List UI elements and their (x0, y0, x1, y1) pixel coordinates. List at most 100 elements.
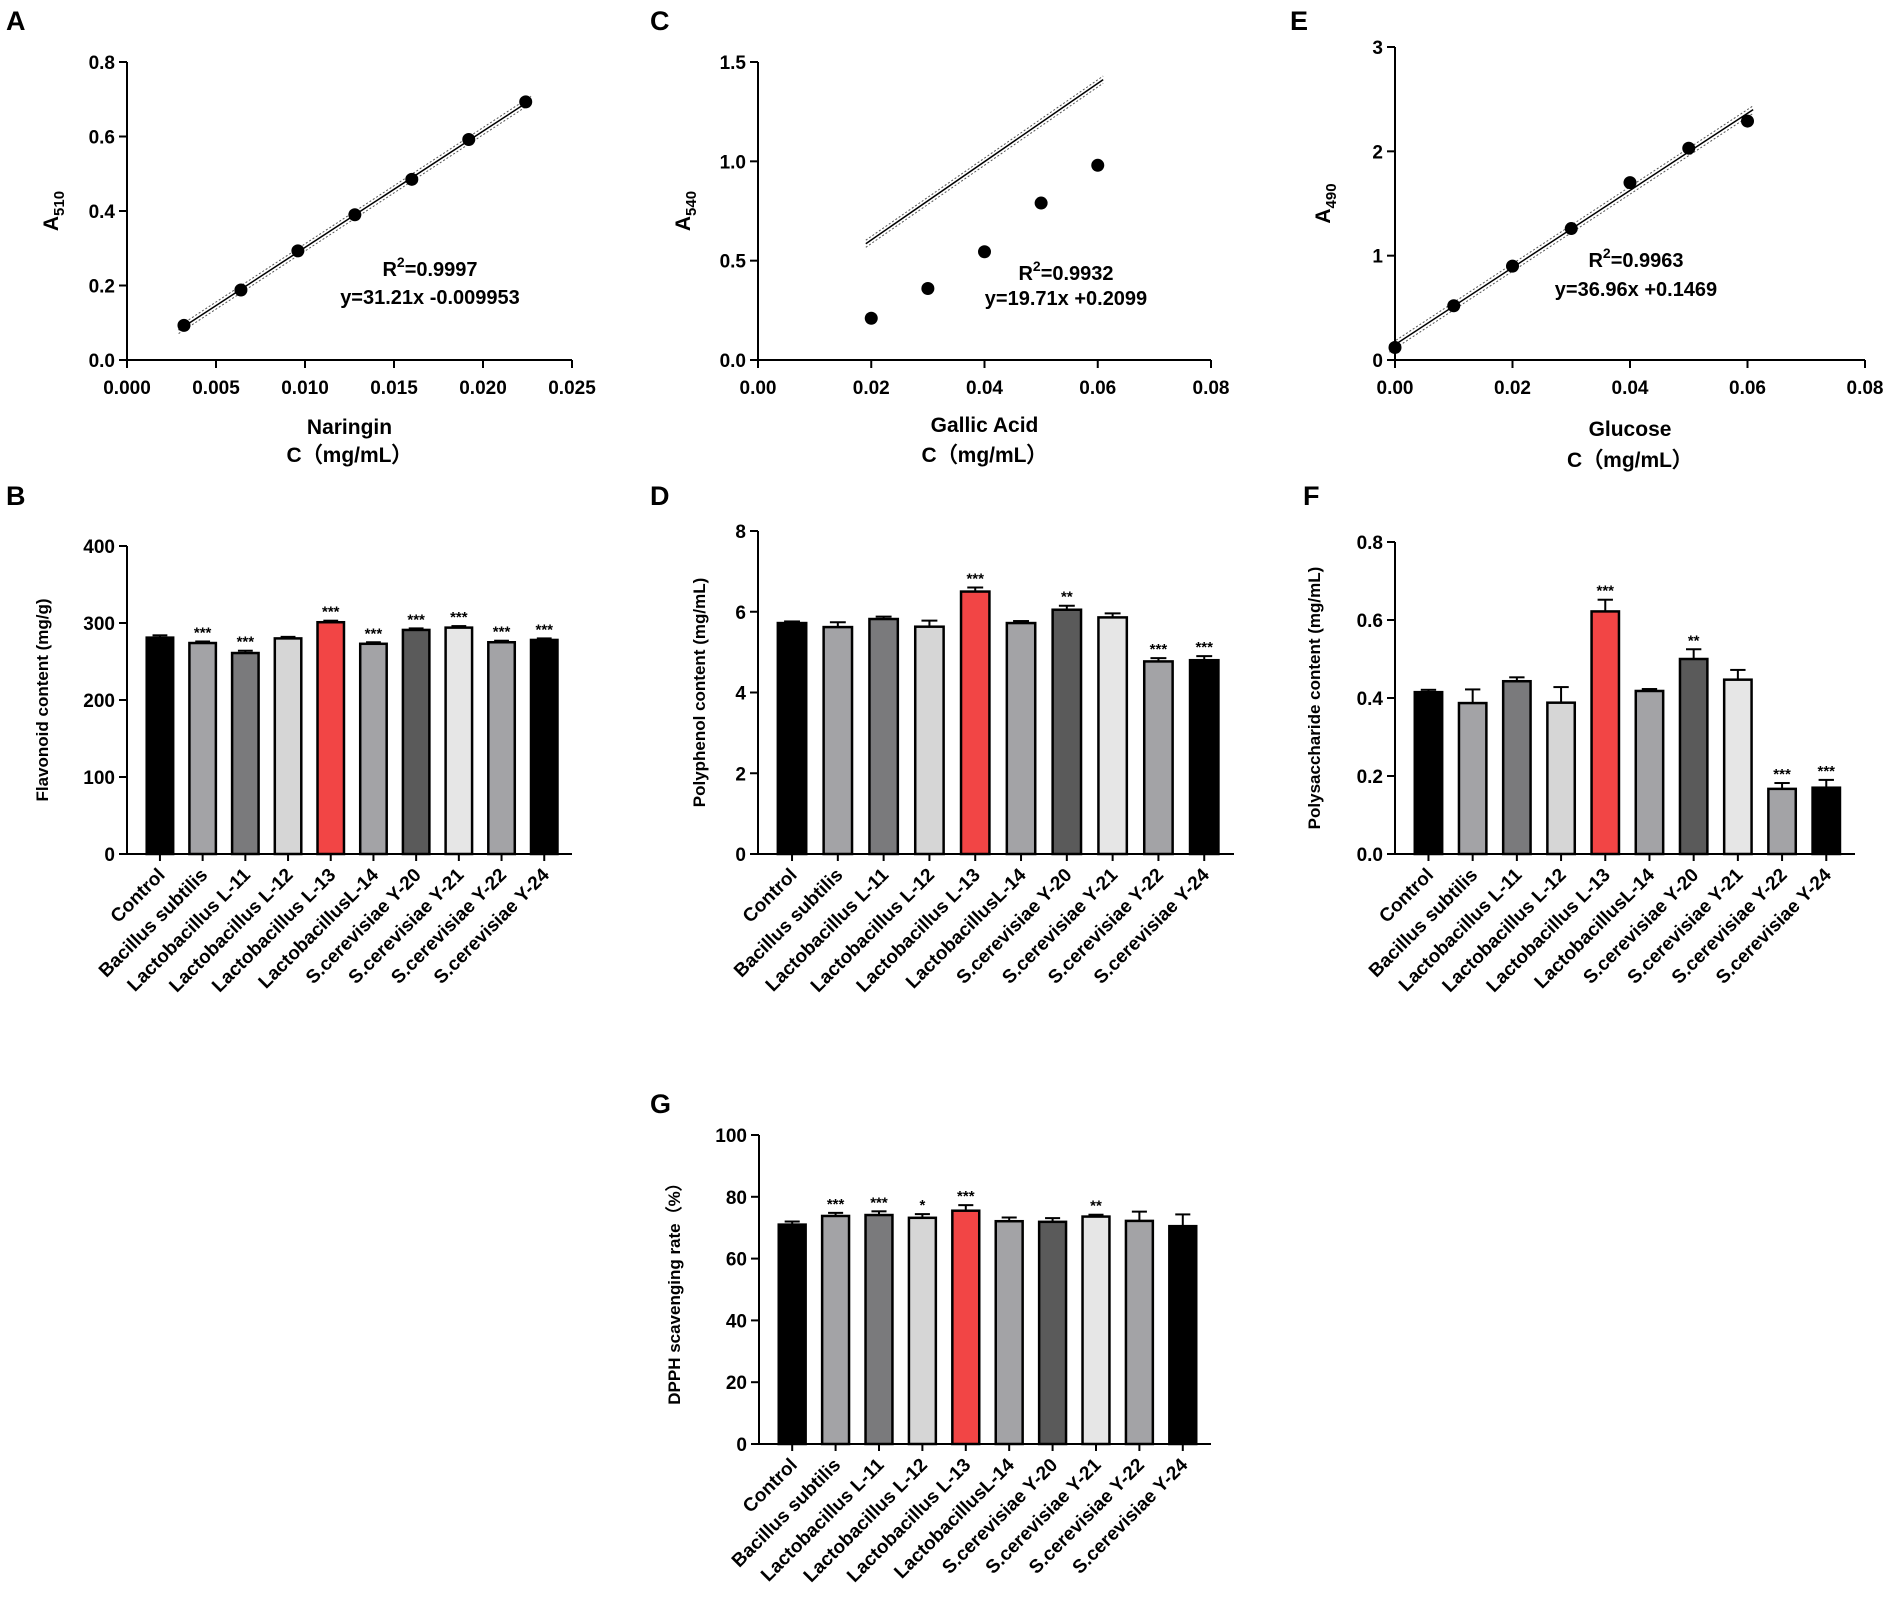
y-tick-label: 200 (83, 691, 115, 712)
y-tick-label: 4 (735, 684, 746, 705)
significance-label: *** (407, 611, 425, 628)
bar (529, 638, 559, 856)
r-squared-value: =0.9997 (405, 259, 478, 281)
y-axis-title-subscript: 490 (1323, 183, 1340, 208)
data-point (348, 208, 362, 222)
bar (1546, 701, 1577, 856)
panel-E: E 0 1 2 3 0.00 0.02 0.04 0.06 0.08 A490 Glucose C（mg… (1290, 6, 1883, 472)
bar (1142, 660, 1174, 856)
r-squared-label: R2=0.9997 (382, 254, 477, 281)
y-tick-label: 0.6 (1357, 611, 1383, 632)
bar (951, 1209, 981, 1446)
y-tick-label: 0.8 (89, 53, 115, 74)
significance-label: ** (1090, 1198, 1102, 1215)
data-point (177, 318, 191, 332)
regression-equation: y=19.71x +0.2099 (985, 288, 1147, 310)
significance-label: *** (493, 624, 511, 641)
r-squared-label: R2=0.9932 (1018, 258, 1113, 285)
r-squared-superscript: 2 (397, 254, 405, 270)
bar (959, 590, 991, 856)
bar (1051, 608, 1083, 856)
bar (822, 625, 854, 856)
confidence-band-upper (865, 75, 1104, 241)
y-tick-label: 0.5 (720, 252, 747, 273)
regression-equation: y=36.96x +0.1469 (1555, 279, 1717, 301)
bar (230, 651, 260, 856)
y-tick-label: 0 (104, 845, 115, 866)
regression-equation: y=31.21x -0.009953 (340, 287, 520, 309)
x-tick-label: 0.00 (1377, 378, 1414, 399)
y-tick-label: 300 (83, 614, 115, 635)
y-axis-title-subscript: 510 (51, 191, 68, 216)
x-tick-label: 0.04 (966, 378, 1003, 399)
significance-label: *** (322, 604, 340, 621)
significance-label: *** (966, 571, 984, 588)
significance-label: ** (1061, 589, 1073, 606)
bar (1457, 701, 1488, 856)
bar (487, 641, 517, 856)
bar (777, 1223, 807, 1446)
panel-label: C (650, 6, 670, 36)
bar (1005, 621, 1037, 856)
y-tick-label: 0.0 (720, 351, 746, 372)
y-tick-label: 1.0 (720, 152, 746, 173)
panel-label: D (650, 481, 670, 511)
panel-label: A (6, 6, 26, 36)
y-tick-label: 100 (83, 768, 115, 789)
confidence-band-lower (865, 82, 1104, 248)
data-point (1682, 141, 1696, 155)
bar (444, 626, 474, 856)
bar (913, 625, 945, 856)
bar (1124, 1219, 1155, 1446)
r-squared-superscript: 2 (1603, 245, 1611, 261)
data-point (864, 311, 878, 325)
significance-label: *** (535, 621, 553, 638)
y-axis-title: A490 (1312, 183, 1340, 223)
data-point (1034, 196, 1048, 210)
y-tick-label: 8 (735, 522, 746, 543)
y-tick-label: 0.4 (89, 202, 116, 223)
y-tick-label: 0.2 (1357, 767, 1383, 788)
bar (273, 637, 303, 856)
x-tick-label: 0.06 (1729, 378, 1766, 399)
x-tick-label: 0.06 (1079, 378, 1116, 399)
x-axis-unit: C（mg/mL） (922, 443, 1048, 467)
y-tick-label: 0.0 (1357, 845, 1383, 866)
panel-label: B (6, 481, 26, 511)
y-tick-label: 2 (1372, 142, 1383, 163)
significance-label: *** (1773, 766, 1791, 783)
y-tick-label: 0.8 (1357, 533, 1383, 554)
bar (188, 641, 218, 856)
significance-label: *** (1195, 639, 1213, 656)
y-tick-label: 0 (1372, 351, 1383, 372)
panel-F: F 0.0 0.2 0.4 0.6 0.8 Polysaccharide content (… (1303, 481, 1855, 997)
bar (1501, 679, 1532, 856)
bar (316, 620, 346, 856)
significance-label: *** (1150, 641, 1168, 658)
panel-label: G (650, 1089, 671, 1119)
bar (1081, 1215, 1111, 1446)
panel-C: C 0.0 0.5 1.0 1.5 0.00 0.02 0.04 0.06 0.08 A540 Gal… (650, 6, 1229, 467)
y-axis-title: Polyphenol content (mg/mL) (690, 578, 709, 808)
r-squared-prefix: R (1588, 250, 1603, 272)
significance-label: *** (237, 634, 255, 651)
y-axis-title-subscript: 540 (683, 191, 700, 216)
y-tick-label: 1 (1372, 247, 1383, 268)
significance-label: *** (450, 609, 468, 626)
data-point (1388, 340, 1402, 354)
r-squared-prefix: R (382, 259, 397, 281)
y-tick-label: 0.4 (1357, 689, 1384, 710)
panel-label: E (1290, 6, 1308, 36)
y-tick-label: 40 (726, 1311, 747, 1332)
x-tick-label: 0.015 (370, 378, 418, 399)
x-tick-label: 0.00 (740, 378, 777, 399)
y-tick-label: 0.2 (89, 277, 115, 298)
y-axis-title: DPPH scavenging rate（%） (664, 1174, 684, 1405)
r-squared-label: R2=0.9963 (1588, 245, 1683, 272)
panel-label: F (1303, 481, 1320, 511)
x-axis-title: Naringin (307, 416, 392, 439)
y-tick-label: 0.6 (89, 128, 115, 149)
